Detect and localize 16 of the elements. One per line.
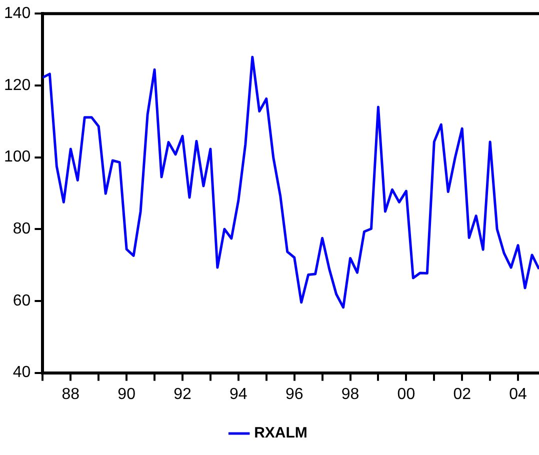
y-tick-label: 80 — [12, 220, 31, 238]
x-tick-label: 90 — [118, 386, 136, 403]
y-tick-label: 40 — [12, 364, 31, 382]
y-tick-label: 140 — [4, 5, 31, 22]
x-tick-label: 88 — [62, 386, 80, 403]
x-tick-label: 98 — [341, 386, 360, 403]
x-tick-label: 92 — [174, 386, 192, 403]
x-tick-label: 94 — [230, 386, 248, 403]
x-tick-label: 04 — [509, 386, 528, 403]
y-tick-label: 100 — [4, 148, 31, 166]
y-tick-label: 120 — [4, 76, 31, 94]
x-tick-label: 96 — [285, 386, 304, 403]
x-tick-label: 00 — [397, 386, 416, 403]
x-tick-label: 02 — [453, 386, 472, 403]
y-tick-label: 60 — [12, 292, 31, 310]
legend-label: RXALM — [254, 424, 308, 442]
